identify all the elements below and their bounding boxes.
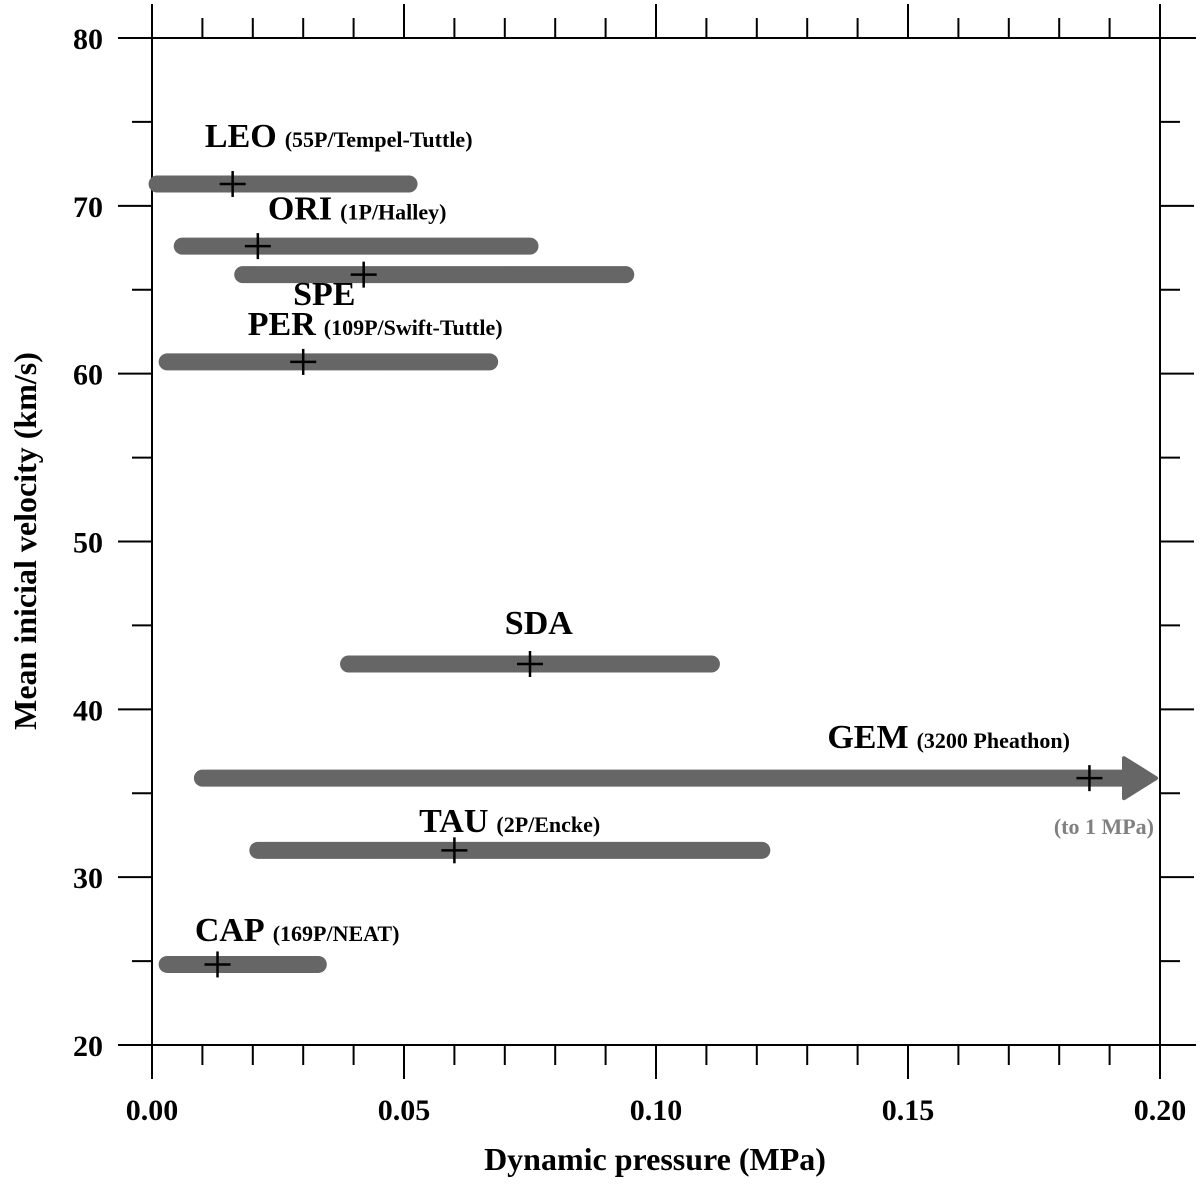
axes: 0.00 0.05 0.10 0.15 0.20 20 30 40 50 60 70 80 — [73, 4, 1196, 1127]
y-tick-label: 60 — [73, 359, 103, 392]
x-tick-label: 0.10 — [630, 1094, 683, 1127]
shower-label-ori: ORI (1P/Halley) — [268, 190, 447, 227]
x-tick-label: 0.05 — [378, 1094, 431, 1127]
parent-body-gem: (3200 Pheathon) — [917, 728, 1070, 753]
note-gem: (to 1 MPa) — [1054, 814, 1154, 839]
y-tick-label: 50 — [73, 527, 103, 560]
shower-label-cap: CAP (169P/NEAT) — [195, 912, 400, 949]
y-tick-label: 20 — [73, 1030, 103, 1063]
parent-body-per: (109P/Swift-Tuttle) — [324, 315, 503, 340]
shower-code-sda: SDA — [505, 605, 573, 642]
parent-body-tau: (2P/Encke) — [496, 812, 600, 837]
y-tick-label: 70 — [73, 191, 103, 224]
shower-label-gem: GEM (3200 Pheathon) — [827, 719, 1070, 756]
shower-code-spe: SPE — [293, 276, 355, 313]
shower-code-gem: GEM — [827, 719, 908, 756]
shower-code-tau: TAU — [419, 803, 488, 840]
shower-label-leo: LEO (55P/Tempel-Tuttle) — [205, 118, 473, 155]
x-tick-label: 0.00 — [126, 1094, 179, 1127]
shower-labels: LEO (55P/Tempel-Tuttle) ORI (1P/Halley) SPEP… — [195, 118, 1154, 949]
x-tick-label: 0.15 — [882, 1094, 935, 1127]
shower-label-tau: TAU (2P/Encke) — [419, 803, 600, 840]
shower-label-sda: SDA — [505, 605, 573, 642]
shower-code-cap: CAP — [195, 912, 265, 949]
shower-code-leo: LEO — [205, 118, 277, 155]
y-tick-label: 30 — [73, 862, 103, 895]
shower-label-per: PER (109P/Swift-Tuttle) — [248, 306, 503, 343]
shower-label-spe: SPE — [293, 276, 355, 313]
x-tick-label: 0.20 — [1134, 1094, 1187, 1127]
y-axis-title: Mean inicial velocity (km/s) — [7, 352, 43, 730]
x-axis-title: Dynamic pressure (MPa) — [484, 1141, 826, 1177]
y-tick-label: 80 — [73, 23, 103, 56]
parent-body-ori: (1P/Halley) — [340, 199, 446, 224]
range-arrow-gem — [1122, 756, 1158, 801]
y-tick-label: 40 — [73, 694, 103, 727]
parent-body-cap: (169P/NEAT) — [273, 921, 400, 946]
shower-code-ori: ORI — [268, 190, 332, 227]
shower-bars — [148, 171, 1158, 978]
parent-body-leo: (55P/Tempel-Tuttle) — [285, 127, 473, 152]
shower-code-per: PER — [248, 306, 316, 343]
